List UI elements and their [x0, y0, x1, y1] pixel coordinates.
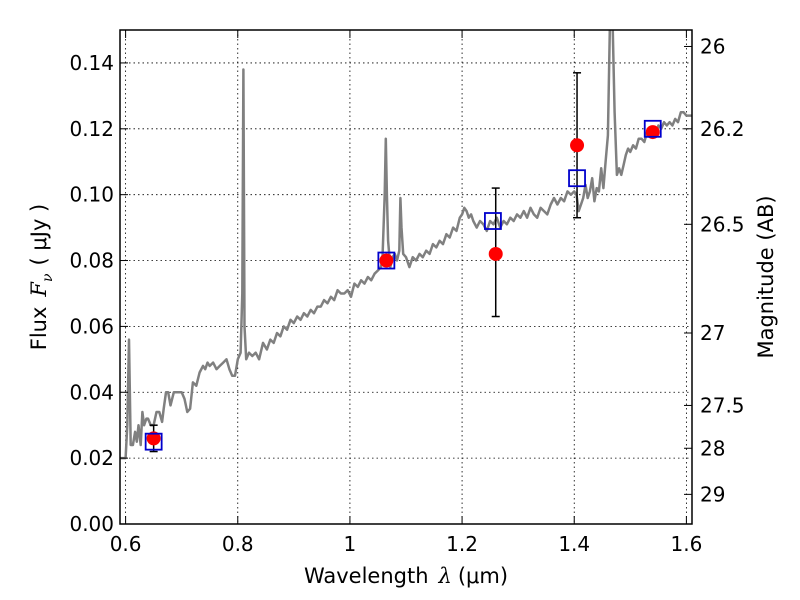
y2-tick-label: 29 [700, 482, 725, 506]
x-tick-label: 1.2 [446, 532, 478, 556]
plot-frame [119, 29, 693, 525]
y2-tick-label: 27.5 [700, 393, 745, 417]
model-spectrum-line [120, 30, 692, 460]
observed-point [570, 138, 585, 153]
x-axis-ticks: 0.6 0.8 1 1.2 1.4 1.6 [110, 30, 702, 556]
observed-point [488, 246, 503, 261]
y-axis-ticks: 0.00 0.02 0.04 0.06 0.08 0.10 0.12 0.14 [69, 51, 128, 536]
y-tick-label: 0.14 [69, 51, 114, 75]
x-tick-label: 0.8 [222, 532, 254, 556]
y2-axis-ticks: 26 26.2 26.5 27 27.5 28 29 [684, 34, 745, 506]
plot-background [120, 30, 692, 524]
y2-tick-label: 26 [700, 34, 725, 58]
model-square [144, 432, 163, 451]
y-tick-label: 0.04 [69, 380, 114, 404]
observed-point [379, 253, 394, 268]
model-squares-layer [144, 119, 662, 451]
model-square [377, 251, 396, 270]
y2-tick-label: 27 [700, 321, 725, 345]
observed-point [645, 125, 660, 140]
model-square [568, 169, 586, 188]
observed-points-layer [146, 125, 660, 446]
model-square [643, 119, 662, 138]
y2-axis-label: Magnitude (AB) [754, 195, 778, 358]
x-axis-label: Wavelength λ (μm) [304, 564, 508, 588]
x-tick-label: 1.4 [558, 532, 590, 556]
y-tick-label: 0.02 [69, 446, 114, 470]
x-tick-label: 1 [344, 532, 357, 556]
y-tick-label: 0.12 [69, 117, 114, 141]
y-tick-label: 0.10 [69, 183, 114, 207]
model-square [484, 212, 502, 230]
x-tick-label: 1.6 [670, 532, 702, 556]
y-tick-label: 0.06 [69, 314, 114, 338]
y-tick-label: 0.00 [69, 512, 114, 536]
x-tick-label: 0.6 [110, 532, 142, 556]
model-spectrum-layer [120, 30, 692, 460]
y2-tick-label: 26.5 [700, 212, 745, 236]
y-axis-label: FluxFν( μJy ) [27, 204, 56, 350]
y-tick-label: 0.08 [69, 249, 114, 273]
y2-tick-label: 28 [700, 436, 725, 460]
y2-tick-label: 26.2 [700, 117, 745, 141]
observed-point [146, 431, 161, 446]
